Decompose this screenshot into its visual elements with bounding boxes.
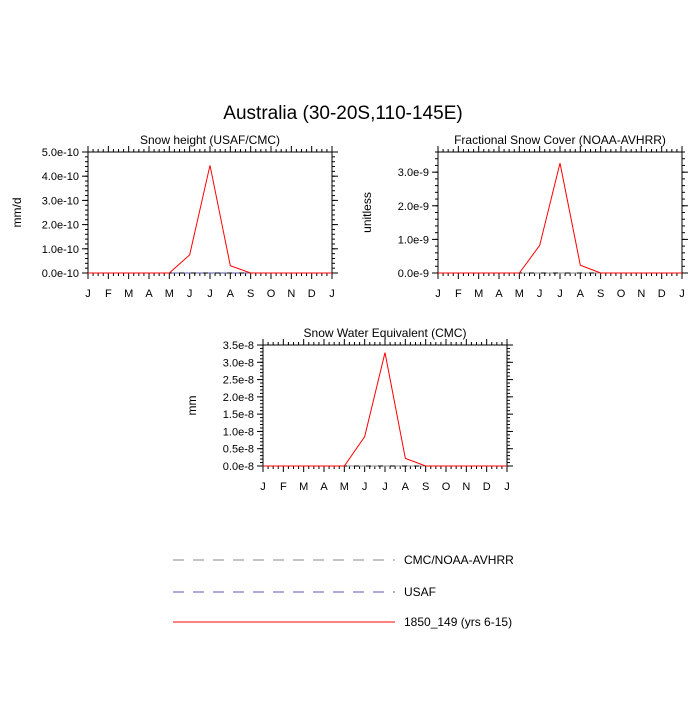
x-tick-label: J xyxy=(85,288,91,300)
x-tick-label: S xyxy=(422,481,429,493)
x-tick-label: J xyxy=(679,288,685,300)
x-tick-label: J xyxy=(362,481,368,493)
y-tick-label: 2.0e-10 xyxy=(42,220,79,232)
y-tick-label: 0.0e-8 xyxy=(223,461,254,473)
legend-label: USAF xyxy=(404,585,436,599)
x-tick-label: F xyxy=(280,481,287,493)
x-tick-label: J xyxy=(260,481,266,493)
y-axis-label: unitless xyxy=(360,192,374,233)
y-tick-label: 2.5e-8 xyxy=(223,375,254,387)
y-tick-label: 0.0e-10 xyxy=(42,268,79,280)
y-axis-label: mm/d xyxy=(10,198,24,228)
x-tick-label: M xyxy=(299,481,308,493)
x-tick-label: N xyxy=(637,288,645,300)
x-tick-label: D xyxy=(308,288,316,300)
x-tick-label: A xyxy=(402,481,410,493)
y-tick-label: 1.0e-10 xyxy=(42,244,79,256)
x-tick-label: A xyxy=(145,288,153,300)
x-tick-label: M xyxy=(165,288,174,300)
x-tick-label: D xyxy=(658,288,666,300)
series-line-1850-149-yrs-6-15 xyxy=(88,165,332,273)
y-tick-label: 3.0e-9 xyxy=(398,167,429,179)
series-line-1850-149-yrs-6-15 xyxy=(438,163,682,273)
x-tick-label: A xyxy=(495,288,503,300)
y-tick-label: 3.0e-8 xyxy=(223,357,254,369)
y-tick-label: 0.5e-8 xyxy=(223,444,254,456)
x-tick-label: M xyxy=(515,288,524,300)
x-tick-label: A xyxy=(227,288,235,300)
panel-title: Fractional Snow Cover (NOAA-AVHRR) xyxy=(454,133,666,147)
legend-label: 1850_149 (yrs 6-15) xyxy=(404,615,512,629)
y-tick-label: 0.0e-9 xyxy=(398,268,429,280)
plot-frame xyxy=(438,152,682,273)
x-tick-label: S xyxy=(597,288,604,300)
y-tick-label: 1.0e-8 xyxy=(223,426,254,438)
x-tick-label: D xyxy=(483,481,491,493)
y-tick-label: 1.0e-9 xyxy=(398,234,429,246)
x-tick-label: O xyxy=(617,288,626,300)
plot-frame xyxy=(263,345,507,466)
panel-2: Fractional Snow Cover (NOAA-AVHRR) unitle… xyxy=(360,133,688,300)
plot-frame xyxy=(88,152,332,273)
series-line-1850-149-yrs-6-15 xyxy=(263,353,507,466)
legend-label: CMC/NOAA-AVHRR xyxy=(404,553,514,567)
y-tick-label: 2.0e-9 xyxy=(398,201,429,213)
y-tick-label: 4.0e-10 xyxy=(42,171,79,183)
figure-title: Australia (30-20S,110-145E) xyxy=(223,103,462,124)
x-tick-label: N xyxy=(287,288,295,300)
x-tick-label: J xyxy=(557,288,563,300)
y-tick-label: 5.0e-10 xyxy=(42,147,79,159)
x-tick-label: A xyxy=(577,288,585,300)
x-tick-label: M xyxy=(340,481,349,493)
y-tick-label: 3.5e-8 xyxy=(223,340,254,352)
y-axis-label: mm xyxy=(185,396,199,416)
x-tick-label: M xyxy=(124,288,133,300)
x-tick-label: J xyxy=(329,288,335,300)
panel-title: Snow Water Equivalent (CMC) xyxy=(304,326,467,340)
x-tick-label: J xyxy=(187,288,193,300)
x-tick-label: O xyxy=(267,288,276,300)
x-tick-label: M xyxy=(474,288,483,300)
x-tick-label: N xyxy=(462,481,470,493)
x-tick-label: S xyxy=(247,288,254,300)
x-tick-label: A xyxy=(320,481,328,493)
x-tick-label: O xyxy=(442,481,451,493)
x-tick-label: J xyxy=(537,288,543,300)
y-tick-label: 2.0e-8 xyxy=(223,392,254,404)
x-tick-label: F xyxy=(455,288,462,300)
x-tick-label: F xyxy=(105,288,112,300)
y-tick-label: 1.5e-8 xyxy=(223,409,254,421)
panel-title: Snow height (USAF/CMC) xyxy=(140,133,280,147)
x-tick-label: J xyxy=(382,481,388,493)
x-tick-label: J xyxy=(207,288,213,300)
x-tick-label: J xyxy=(504,481,510,493)
y-tick-label: 3.0e-10 xyxy=(42,195,79,207)
legend: CMC/NOAA-AVHRR USAF 1850_149 (yrs 6-15) xyxy=(173,553,514,629)
x-tick-label: J xyxy=(435,288,441,300)
